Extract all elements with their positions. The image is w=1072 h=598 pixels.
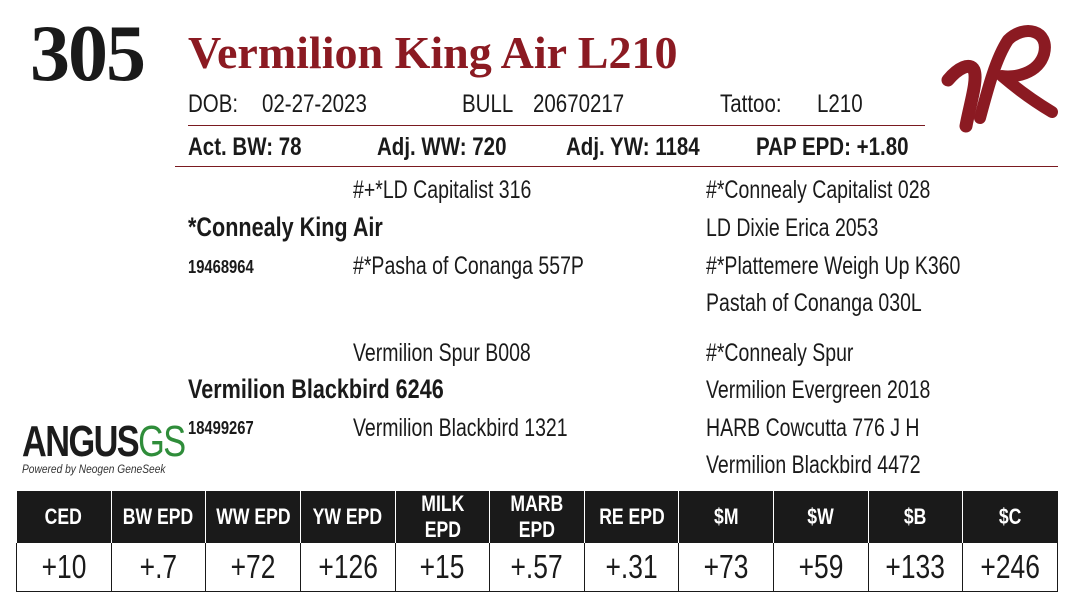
pedigree-sire-reg: 19468964	[188, 257, 254, 277]
pedigree-dam-dam: Vermilion Blackbird 1321	[353, 414, 568, 442]
pap-epd: PAP EPD: +1.80	[756, 133, 909, 161]
adj-yw: Adj. YW: 1184	[566, 133, 700, 161]
dob-value: 02-27-2023	[262, 90, 367, 118]
dob-label: DOB:	[188, 90, 239, 118]
epd-header-row: CED BW EPD WW EPD YW EPD MILK EPD MARB E…	[16, 491, 1058, 543]
epd-value-marb: +.57	[489, 543, 585, 592]
pedigree-dam-sire-sire: #*Connealy Spur	[706, 339, 854, 367]
pedigree-sire-sire: #+*LD Capitalist 316	[353, 176, 532, 204]
epd-header-c: $C	[962, 491, 1058, 543]
pedigree-dam-sire: Vermilion Spur B008	[353, 339, 531, 367]
epd-value-ced: +10	[16, 543, 112, 592]
lot-number: 305	[30, 10, 146, 98]
epd-header-ced: CED	[16, 491, 112, 543]
animal-name: Vermilion King Air L210	[188, 27, 678, 78]
epd-value-bw: +.7	[110, 543, 206, 592]
epd-header-marb: MARB EPD	[489, 491, 585, 543]
vermilion-brand-logo	[940, 18, 1060, 143]
epd-value-milk: +15	[394, 543, 490, 592]
epd-header-m: $M	[678, 491, 774, 543]
pedigree-sire-sire-sire: #*Connealy Capitalist 028	[706, 176, 931, 204]
epd-value-w: +59	[773, 543, 869, 592]
epd-header-b: $B	[867, 491, 963, 543]
epd-value-c: +246	[962, 543, 1058, 592]
act-bw: Act. BW: 78	[188, 133, 302, 161]
pedigree-dam-dam-dam: Vermilion Blackbird 4472	[706, 451, 921, 479]
pedigree-dam-reg: 18499267	[188, 418, 254, 438]
epd-value-row: +10 +.7 +72 +126 +15 +.57 +.31 +73 +59 +…	[16, 543, 1058, 592]
pedigree-sire: *Connealy King Air	[188, 212, 383, 242]
pedigree-dam-sire-dam: Vermilion Evergreen 2018	[706, 376, 931, 404]
pedigree-sire-dam-dam: Pastah of Conanga 030L	[706, 289, 922, 317]
epd-value-ww: +72	[205, 543, 301, 592]
pedigree-dam: Vermilion Blackbird 6246	[188, 374, 444, 404]
gs-wordmark: GS	[138, 417, 186, 466]
pedigree-sire-dam: #*Pasha of Conanga 557P	[353, 252, 584, 280]
pedigree-dam-dam-sire: HARB Cowcutta 776 J H	[706, 414, 920, 442]
epd-table: CED BW EPD WW EPD YW EPD MILK EPD MARB E…	[16, 491, 1058, 592]
angus-gs-logo: ANGUSGS Powered by Neogen GeneSeek	[22, 417, 230, 477]
divider-rule	[188, 125, 925, 126]
epd-value-m: +73	[678, 543, 774, 592]
angus-wordmark: ANGUS	[22, 417, 140, 466]
epd-header-bw: BW EPD	[110, 491, 206, 543]
tattoo-value: L210	[817, 90, 863, 118]
pedigree-sire-dam-sire: #*Plattemere Weigh Up K360	[706, 252, 961, 280]
divider-rule	[175, 166, 1058, 167]
angus-tagline: Powered by Neogen GeneSeek	[22, 462, 166, 476]
registration-number: 20670217	[533, 90, 625, 118]
vr-brand-icon	[941, 25, 1058, 133]
tattoo-label: Tattoo:	[720, 90, 782, 118]
sex-label: BULL	[462, 90, 514, 118]
epd-header-w: $W	[773, 491, 869, 543]
epd-value-b: +133	[867, 543, 963, 592]
epd-header-yw: YW EPD	[299, 491, 395, 543]
epd-header-milk: MILK EPD	[394, 491, 490, 543]
epd-value-yw: +126	[299, 543, 395, 592]
epd-header-ww: WW EPD	[205, 491, 301, 543]
epd-header-re: RE EPD	[583, 491, 679, 543]
pedigree-sire-sire-dam: LD Dixie Erica 2053	[706, 214, 879, 242]
adj-ww: Adj. WW: 720	[377, 133, 507, 161]
epd-value-re: +.31	[583, 543, 679, 592]
